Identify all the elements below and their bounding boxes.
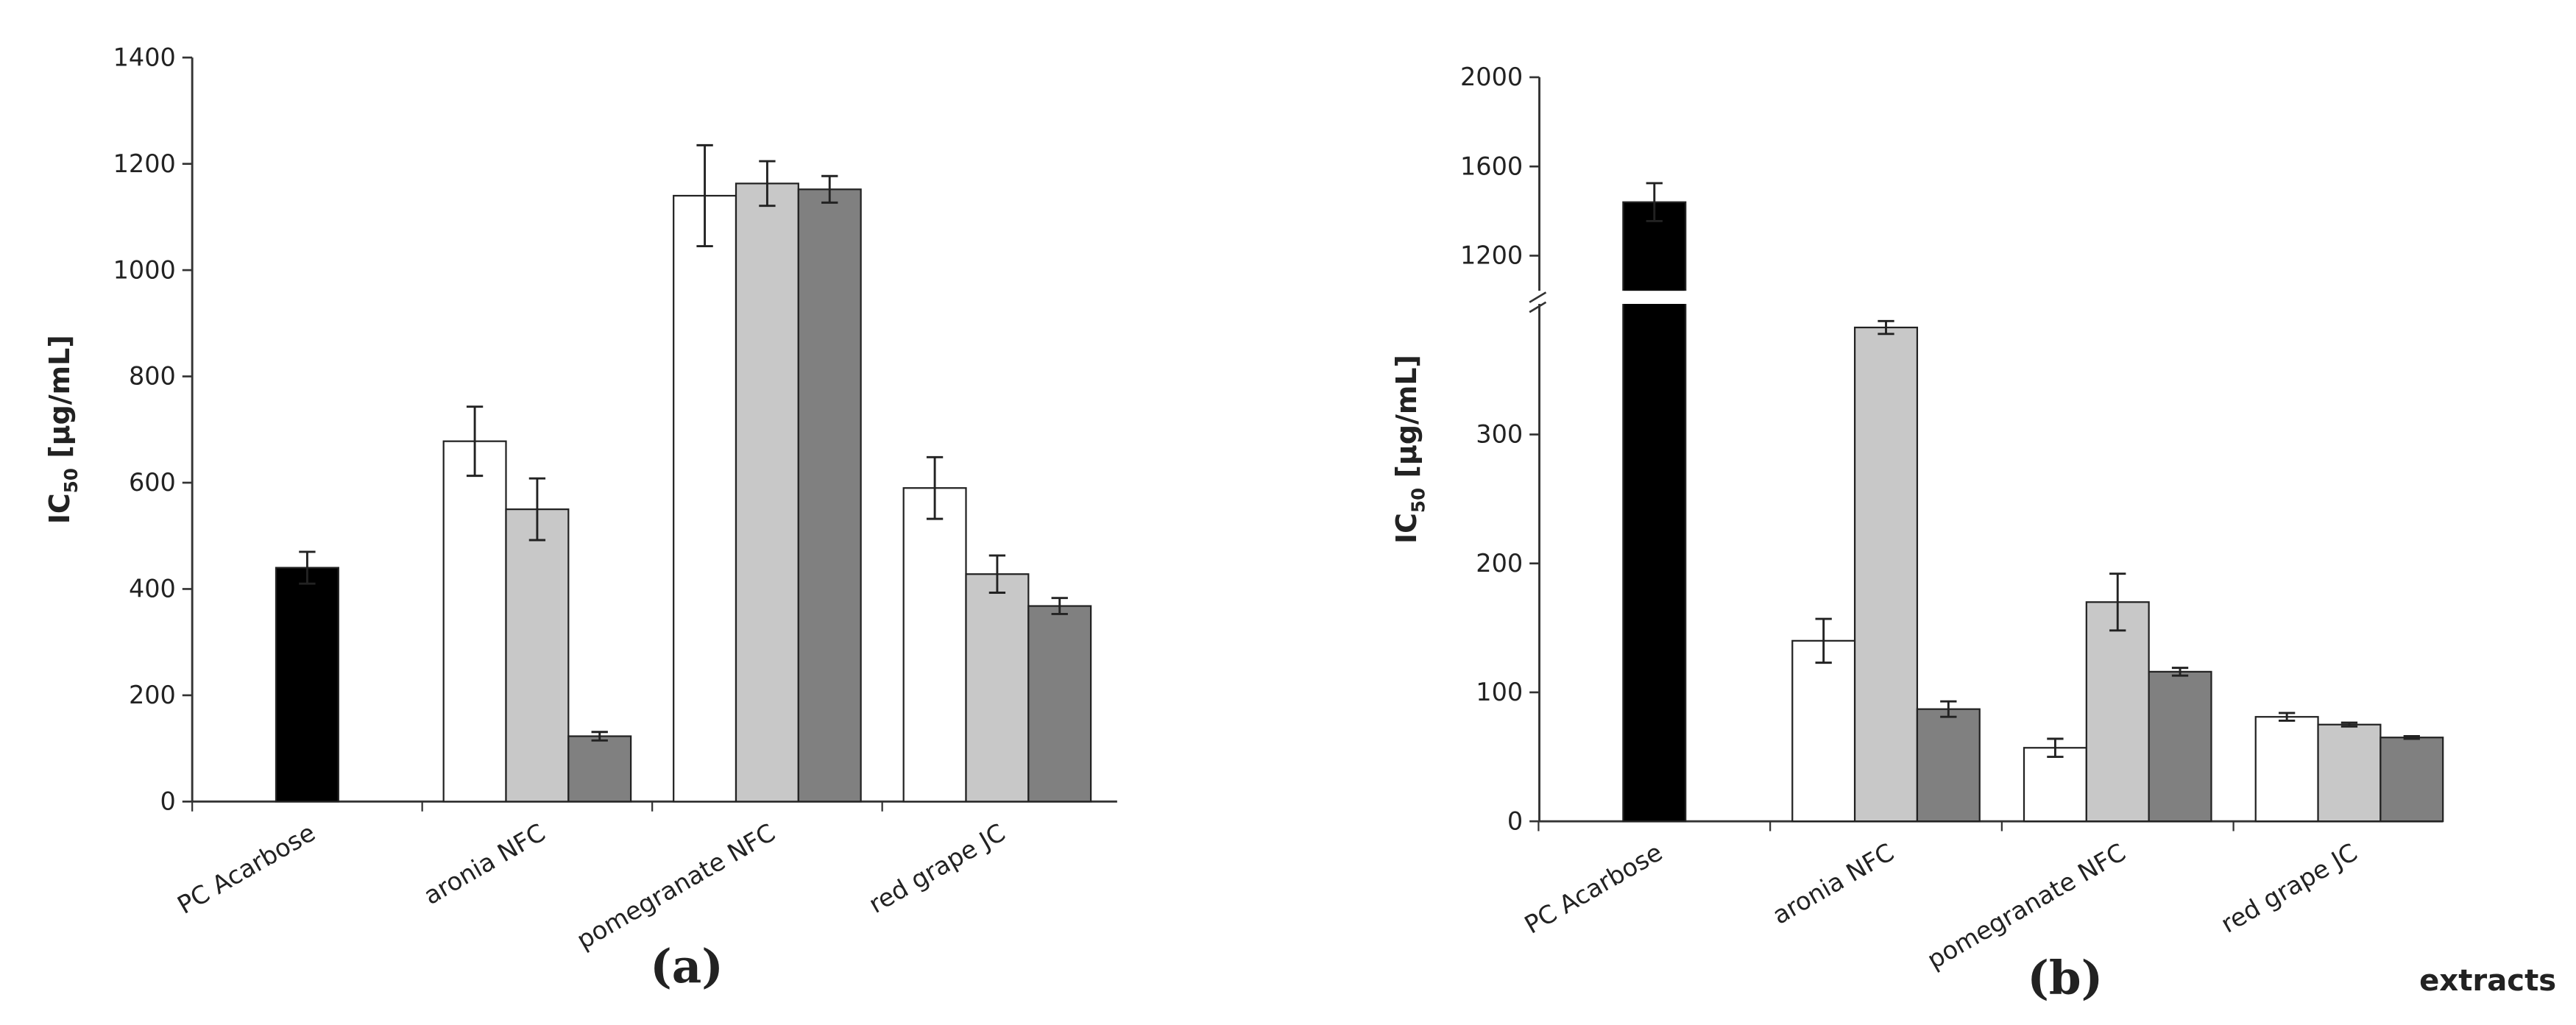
y-tick-label: 2000 — [1460, 63, 1523, 91]
error-bar — [591, 731, 608, 742]
y-tick-label: 1200 — [1460, 241, 1523, 270]
bar — [965, 573, 1030, 803]
bar — [505, 508, 570, 803]
y-tick-label: 1000 — [113, 255, 176, 284]
bar — [1791, 639, 1856, 823]
error-bar — [2278, 712, 2296, 722]
error-bar — [299, 550, 316, 585]
bar — [2254, 716, 2319, 823]
bar — [735, 182, 799, 803]
x-tick-label: red grape JC — [2216, 837, 2363, 938]
error-bar — [759, 160, 776, 208]
bar — [1853, 326, 1919, 823]
y-label-sub: 50 — [1407, 488, 1429, 513]
axis-break-mark — [1529, 291, 1547, 313]
x-axis-label: extracts — [2419, 964, 2556, 998]
y-tick-label: 1200 — [113, 149, 176, 178]
y-tick-label: 1400 — [113, 43, 176, 71]
error-bar — [821, 174, 838, 204]
panel-label: (b) — [2027, 951, 2103, 1005]
error-bar — [2340, 721, 2358, 728]
y-tick-label: 1600 — [1460, 152, 1523, 180]
bar — [442, 440, 507, 803]
y-axis-label: IC50 [µg/mL] — [1390, 355, 1429, 544]
error-bar — [2403, 735, 2420, 740]
error-bar — [2171, 667, 2189, 677]
bar — [275, 567, 339, 803]
x-tick-label: PC Acarbose — [172, 818, 319, 920]
error-bar — [2047, 737, 2064, 758]
error-bar — [1051, 597, 1068, 615]
bar — [567, 735, 632, 803]
y-tick-label: 0 — [160, 787, 176, 816]
y-axis-label: IC50 [µg/mL] — [43, 335, 82, 524]
bar — [1916, 708, 1981, 823]
x-tick-label: PC Acarbose — [1520, 837, 1667, 939]
x-tick-label: aronia NFC — [1768, 837, 1899, 929]
bar — [2148, 670, 2212, 823]
bar — [2379, 737, 2444, 823]
error-bar — [926, 455, 944, 520]
bar — [673, 194, 737, 803]
bar — [2023, 747, 2087, 823]
error-bar — [1815, 617, 1832, 664]
bar — [902, 487, 967, 803]
y-tick-label: 600 — [129, 468, 176, 497]
x-tick-label: aronia NFC — [419, 818, 550, 910]
error-bar — [1940, 700, 1957, 718]
error-bar — [988, 554, 1006, 594]
bar — [1027, 605, 1092, 803]
y-tick-label: 300 — [1476, 420, 1523, 449]
y-label-unit: [µg/mL] — [43, 335, 76, 458]
error-bar — [696, 143, 713, 248]
bar — [797, 188, 862, 803]
error-bar — [466, 405, 484, 478]
bar — [2085, 601, 2150, 823]
bar — [1622, 201, 1687, 823]
y-label-unit: [µg/mL] — [1390, 355, 1423, 478]
y-tick-label: 200 — [129, 681, 176, 709]
error-bar — [2109, 572, 2126, 632]
error-bar — [1646, 182, 1663, 222]
x-tick-label: red grape JC — [864, 818, 1011, 919]
x-tick-label: pomegranate NFC — [572, 818, 780, 955]
panel-label: (a) — [650, 939, 723, 993]
error-bar — [528, 477, 546, 542]
y-label-main: IC — [43, 493, 76, 524]
y-tick-label: 200 — [1476, 549, 1523, 578]
y-label-sub: 50 — [60, 468, 82, 493]
axis-break-gap — [1519, 291, 1697, 305]
y-tick-label: 800 — [129, 362, 176, 391]
bar — [2317, 723, 2382, 823]
y-tick-label: 100 — [1476, 678, 1523, 706]
y-tick-label: 0 — [1507, 806, 1523, 835]
error-bar — [1878, 319, 1894, 336]
y-tick-label: 400 — [129, 575, 176, 603]
y-label-main: IC — [1390, 513, 1423, 544]
